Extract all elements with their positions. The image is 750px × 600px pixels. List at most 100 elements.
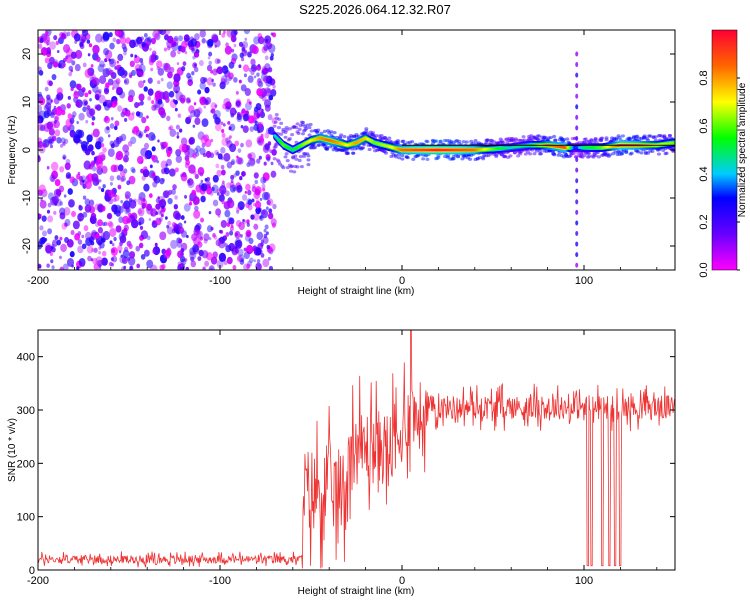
noise-blob	[157, 98, 163, 105]
noise-blob	[66, 31, 71, 37]
ridge-halo	[593, 153, 598, 158]
noise-blob	[171, 37, 179, 47]
noise-blob	[261, 209, 266, 216]
noise-blob	[242, 171, 246, 176]
noise-blob	[131, 168, 136, 174]
noise-blob	[206, 64, 213, 72]
noise-blob	[193, 201, 197, 206]
noise-blob	[179, 173, 183, 178]
ridge-halo	[552, 153, 557, 157]
colorbar-tick-label: 0.6	[698, 118, 710, 133]
noise-blob	[95, 155, 103, 165]
noise-blob	[199, 236, 204, 241]
noise-blob	[56, 87, 63, 95]
noise-blob	[48, 80, 53, 87]
noise-blob	[203, 238, 208, 244]
noise-blob	[218, 252, 227, 262]
colorbar-gradient	[711, 29, 738, 271]
noise-blob	[200, 179, 204, 183]
noise-blob	[128, 72, 133, 78]
noise-blob	[267, 198, 274, 206]
noise-blob	[135, 245, 141, 252]
noise-blob	[59, 236, 63, 241]
noise-blob	[100, 187, 105, 193]
noise-blob	[198, 59, 204, 67]
noise-blob	[202, 266, 206, 270]
ridge-halo	[297, 127, 302, 131]
noise-blob	[204, 86, 210, 94]
noise-blob	[109, 182, 113, 186]
noise-blob	[173, 223, 178, 229]
noise-blob	[53, 120, 60, 129]
noise-blob	[254, 200, 262, 209]
ridge-halo	[276, 117, 281, 121]
noise-blob	[267, 126, 275, 135]
noise-blob	[226, 161, 233, 169]
noise-blob	[102, 31, 110, 41]
noise-blob	[197, 89, 202, 95]
noise-blob	[60, 33, 67, 40]
noise-blob	[221, 200, 225, 205]
noise-blob	[128, 251, 136, 259]
noise-blob	[254, 120, 258, 124]
noise-blob	[209, 190, 214, 196]
noise-blob	[114, 30, 122, 37]
noise-blob	[53, 105, 57, 109]
noise-blob	[137, 196, 144, 206]
noise-blob	[156, 60, 163, 69]
noise-blob	[59, 207, 66, 216]
noise-blob	[236, 112, 241, 117]
noise-blob	[166, 81, 173, 90]
noise-blob	[242, 218, 245, 223]
noise-blob	[160, 77, 164, 82]
noise-blob	[254, 179, 258, 185]
noise-blob	[92, 44, 100, 55]
noise-blob	[48, 56, 55, 65]
noise-blob	[151, 104, 157, 111]
noise-blob	[170, 239, 178, 250]
noise-blob	[242, 113, 249, 122]
noise-blob	[106, 126, 110, 131]
noise-blob	[129, 60, 135, 68]
noise-blob	[240, 124, 244, 129]
noise-blob	[139, 100, 144, 106]
noise-blob	[156, 160, 160, 164]
noise-blob	[271, 148, 277, 156]
noise-blob	[111, 243, 115, 247]
noise-blob	[49, 144, 53, 149]
noise-blob	[250, 58, 256, 66]
noise-blob	[119, 241, 123, 246]
noise-blob	[109, 42, 115, 50]
noise-blob	[229, 184, 237, 193]
noise-blob	[110, 257, 114, 262]
noise-blob	[236, 156, 243, 165]
noise-blob	[195, 145, 201, 152]
noise-blob	[76, 120, 79, 125]
ridge-halo	[308, 122, 313, 127]
noise-blob	[216, 192, 220, 196]
noise-blob	[220, 164, 225, 170]
noise-blob	[203, 233, 210, 241]
ridge-halo	[306, 163, 311, 167]
noise-blob	[38, 66, 42, 73]
noise-blob	[242, 125, 249, 134]
noise-blob	[40, 188, 48, 198]
noise-blob	[167, 197, 173, 205]
ridge-halo	[656, 152, 661, 156]
ridge-halo	[653, 135, 658, 139]
noise-blob	[45, 244, 53, 254]
noise-blob	[140, 147, 148, 157]
noise-blob	[68, 199, 75, 208]
ridge-halo	[383, 151, 388, 155]
noise-blob	[232, 264, 237, 270]
noise-blob	[267, 212, 274, 220]
noise-blob	[221, 132, 226, 138]
y-tick-label: 200	[17, 458, 35, 470]
noise-blob	[253, 172, 259, 179]
noise-blob	[97, 64, 105, 73]
artifact-dot	[575, 114, 579, 120]
ridge-halo	[571, 151, 576, 156]
noise-blob	[249, 157, 256, 166]
noise-blob	[176, 62, 180, 66]
noise-blob	[142, 198, 146, 202]
